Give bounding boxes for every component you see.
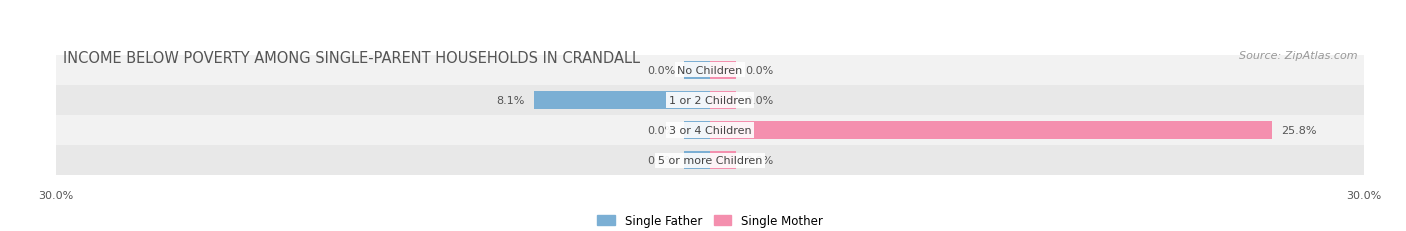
Text: 0.0%: 0.0%: [647, 65, 675, 75]
Bar: [683, 152, 710, 170]
Text: No Children: No Children: [678, 65, 742, 75]
Bar: [710, 122, 1272, 140]
Text: 0.0%: 0.0%: [745, 156, 773, 166]
Bar: [683, 61, 710, 79]
Legend: Single Father, Single Mother: Single Father, Single Mother: [592, 209, 828, 231]
Bar: [533, 91, 710, 109]
Text: 0.0%: 0.0%: [647, 126, 675, 136]
Text: 8.1%: 8.1%: [496, 95, 524, 105]
Text: INCOME BELOW POVERTY AMONG SINGLE-PARENT HOUSEHOLDS IN CRANDALL: INCOME BELOW POVERTY AMONG SINGLE-PARENT…: [63, 51, 640, 66]
Text: 1 or 2 Children: 1 or 2 Children: [669, 95, 751, 105]
Bar: [56, 146, 1364, 176]
Bar: [710, 61, 737, 79]
Text: Source: ZipAtlas.com: Source: ZipAtlas.com: [1239, 51, 1357, 61]
Bar: [56, 55, 1364, 85]
Text: 0.0%: 0.0%: [745, 95, 773, 105]
Text: 0.0%: 0.0%: [745, 65, 773, 75]
Text: 0.0%: 0.0%: [647, 156, 675, 166]
Text: 25.8%: 25.8%: [1281, 126, 1316, 136]
Bar: [710, 152, 737, 170]
Bar: [56, 85, 1364, 116]
Text: 3 or 4 Children: 3 or 4 Children: [669, 126, 751, 136]
Bar: [56, 116, 1364, 146]
Bar: [683, 122, 710, 140]
Text: 5 or more Children: 5 or more Children: [658, 156, 762, 166]
Bar: [710, 91, 737, 109]
